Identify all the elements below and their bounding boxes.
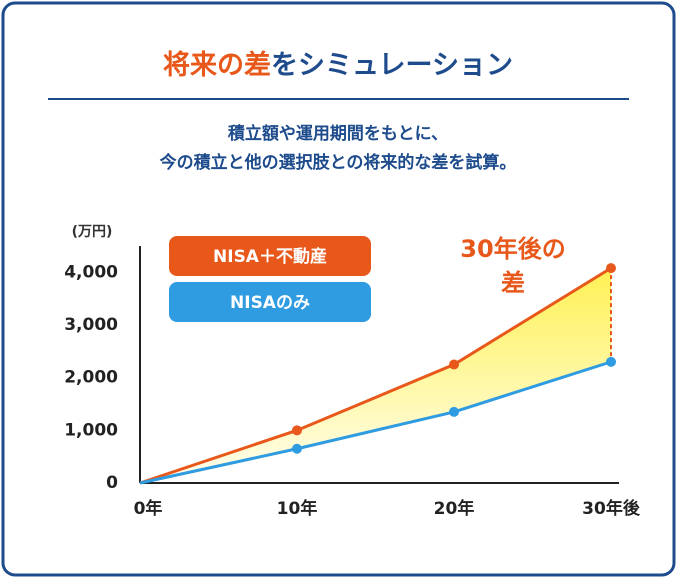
legend-box bbox=[169, 236, 371, 276]
title-highlight: 将来の差 bbox=[163, 49, 271, 81]
data-point bbox=[606, 263, 616, 274]
x-tick-label: 10年 bbox=[277, 498, 318, 519]
x-tick-label: 30年後 bbox=[582, 498, 641, 519]
chart-title: 将来の差をシミュレーション bbox=[163, 49, 513, 81]
legend-label: NISAのみ bbox=[230, 293, 310, 313]
y-tick-label: 0 bbox=[106, 473, 118, 493]
data-point bbox=[449, 406, 459, 417]
series-line bbox=[139, 360, 612, 485]
y-axis-label: (万円) bbox=[72, 224, 113, 240]
annotation: 差 bbox=[501, 269, 525, 297]
gap-area bbox=[140, 268, 611, 483]
legend-box bbox=[169, 282, 371, 322]
title-rest: をシミュレーション bbox=[271, 50, 513, 81]
x-tick-label: 0年 bbox=[134, 498, 163, 519]
y-tick-label: 3,000 bbox=[64, 315, 118, 335]
data-point bbox=[606, 356, 616, 367]
data-point bbox=[292, 443, 302, 454]
data-point bbox=[449, 359, 459, 370]
y-tick-label: 1,000 bbox=[64, 420, 118, 440]
annotation: 30年後の bbox=[460, 235, 565, 263]
subtitle: 今の積立と他の選択肢との将来的な差を試算。 bbox=[160, 152, 517, 173]
x-tick-label: 20年 bbox=[434, 498, 475, 519]
subtitle: 積立額や運用期間をもとに、 bbox=[228, 123, 448, 144]
data-point bbox=[292, 425, 302, 436]
y-tick-label: 4,000 bbox=[64, 262, 118, 282]
y-tick-label: 2,000 bbox=[64, 368, 118, 388]
legend-label: NISA＋不動産 bbox=[213, 246, 327, 267]
series-line bbox=[139, 266, 612, 485]
